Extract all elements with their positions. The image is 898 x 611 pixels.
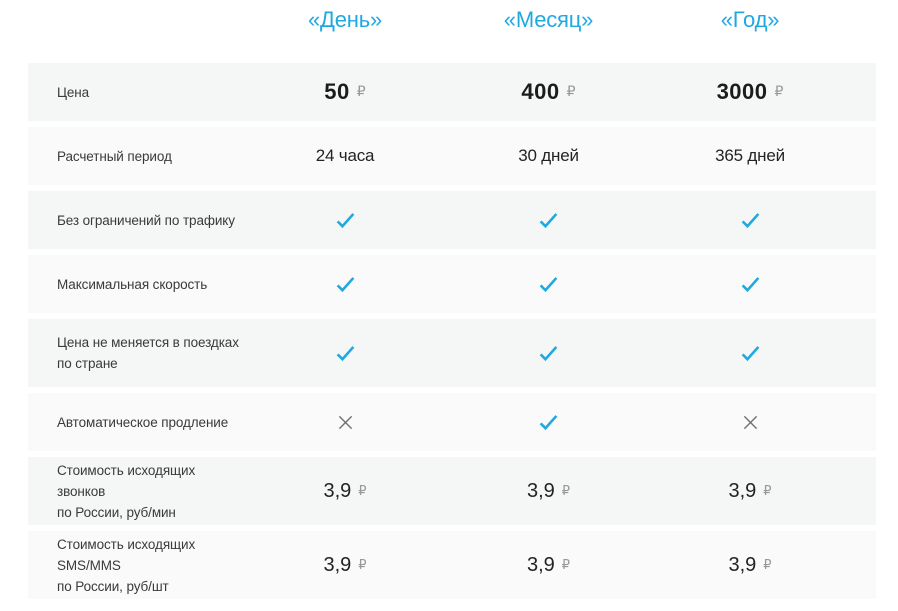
mark-cell bbox=[245, 343, 445, 364]
check-icon bbox=[336, 212, 354, 228]
price-cell: 3,9 ₽ bbox=[245, 554, 445, 577]
ruble-sign: ₽ bbox=[763, 483, 772, 499]
price-amount: 3,9 bbox=[323, 479, 352, 502]
ruble-sign: ₽ bbox=[561, 557, 571, 573]
ruble-sign: ₽ bbox=[356, 84, 366, 100]
row-label: Автоматическое продление bbox=[57, 414, 229, 430]
ruble-sign: ₽ bbox=[774, 84, 784, 100]
table-row-traffic: Без ограничений по трафику bbox=[28, 191, 876, 249]
row-label: Стоимость исходящих SMS/MMS по России, р… bbox=[57, 536, 196, 594]
price-amount: 3,9 bbox=[323, 553, 352, 576]
price-cell: 3,9 ₽ bbox=[445, 480, 652, 503]
table-row-autorenew: Автоматическое продление bbox=[28, 393, 876, 451]
price-amount: 50 bbox=[324, 79, 350, 104]
price-cell: 3,9 ₽ bbox=[445, 554, 652, 577]
row-label: Расчетный период bbox=[57, 148, 172, 164]
mark-cell bbox=[445, 343, 652, 364]
mark-cell bbox=[245, 274, 445, 295]
price-amount: 3,9 bbox=[526, 553, 555, 576]
row-label: Цена не меняется в поездках по стране bbox=[57, 335, 239, 371]
price-cell: 50 ₽ bbox=[245, 79, 445, 105]
check-icon bbox=[336, 276, 354, 292]
price-amount: 3000 bbox=[716, 79, 768, 104]
period-value: 30 дней bbox=[518, 146, 579, 165]
period-value: 24 часа bbox=[315, 146, 375, 165]
mark-cell bbox=[245, 210, 445, 231]
table-row-period: Расчетный период 24 часа 30 дней 365 дне… bbox=[28, 127, 876, 185]
mark-cell bbox=[652, 412, 848, 433]
row-label: Без ограничений по трафику bbox=[57, 212, 235, 228]
price-amount: 400 bbox=[521, 79, 560, 104]
mark-cell bbox=[652, 343, 848, 364]
cross-icon bbox=[743, 415, 757, 429]
ruble-sign: ₽ bbox=[566, 84, 576, 100]
ruble-sign: ₽ bbox=[763, 557, 772, 573]
check-icon bbox=[539, 414, 558, 430]
check-icon bbox=[539, 276, 558, 292]
row-label: Максимальная скорость bbox=[57, 276, 208, 292]
ruble-sign: ₽ bbox=[358, 557, 367, 573]
table-row-travel: Цена не меняется в поездках по стране bbox=[28, 319, 876, 387]
tab-tariff-month[interactable]: «Месяц» bbox=[503, 7, 594, 32]
table-header: «День» «Месяц» «Год» bbox=[28, 0, 876, 63]
cross-icon bbox=[338, 415, 352, 429]
check-icon bbox=[741, 212, 759, 228]
mark-cell bbox=[652, 274, 848, 295]
row-label: Стоимость исходящих звонков по России, р… bbox=[57, 462, 196, 520]
mark-cell bbox=[445, 412, 652, 433]
ruble-sign: ₽ bbox=[358, 483, 367, 499]
price-amount: 3,9 bbox=[526, 479, 555, 502]
row-label: Цена bbox=[57, 84, 90, 100]
text-cell: 30 дней bbox=[445, 146, 652, 166]
check-icon bbox=[741, 276, 759, 292]
mark-cell bbox=[245, 412, 445, 433]
mark-cell bbox=[652, 210, 848, 231]
price-amount: 3,9 bbox=[728, 553, 757, 576]
tab-tariff-day[interactable]: «День» bbox=[307, 7, 383, 32]
table-row-speed: Максимальная скорость bbox=[28, 255, 876, 313]
price-amount: 3,9 bbox=[728, 479, 757, 502]
table-row-price: Цена 50 ₽ 400 ₽ 3000 ₽ bbox=[28, 63, 876, 121]
price-cell: 3000 ₽ bbox=[652, 79, 848, 105]
text-cell: 24 часа bbox=[245, 146, 445, 166]
mark-cell bbox=[445, 210, 652, 231]
period-value: 365 дней bbox=[715, 146, 785, 165]
check-icon bbox=[539, 212, 558, 228]
tab-tariff-year[interactable]: «Год» bbox=[720, 7, 780, 32]
price-cell: 3,9 ₽ bbox=[652, 480, 848, 503]
table-row-sms: Стоимость исходящих SMS/MMS по России, р… bbox=[28, 531, 876, 599]
price-cell: 3,9 ₽ bbox=[652, 554, 848, 577]
price-cell: 3,9 ₽ bbox=[245, 480, 445, 503]
ruble-sign: ₽ bbox=[561, 483, 571, 499]
price-cell: 400 ₽ bbox=[445, 79, 652, 105]
text-cell: 365 дней bbox=[652, 146, 848, 166]
check-icon bbox=[539, 345, 558, 361]
check-icon bbox=[741, 345, 759, 361]
table-row-calls: Стоимость исходящих звонков по России, р… bbox=[28, 457, 876, 525]
mark-cell bbox=[445, 274, 652, 295]
check-icon bbox=[336, 345, 354, 361]
